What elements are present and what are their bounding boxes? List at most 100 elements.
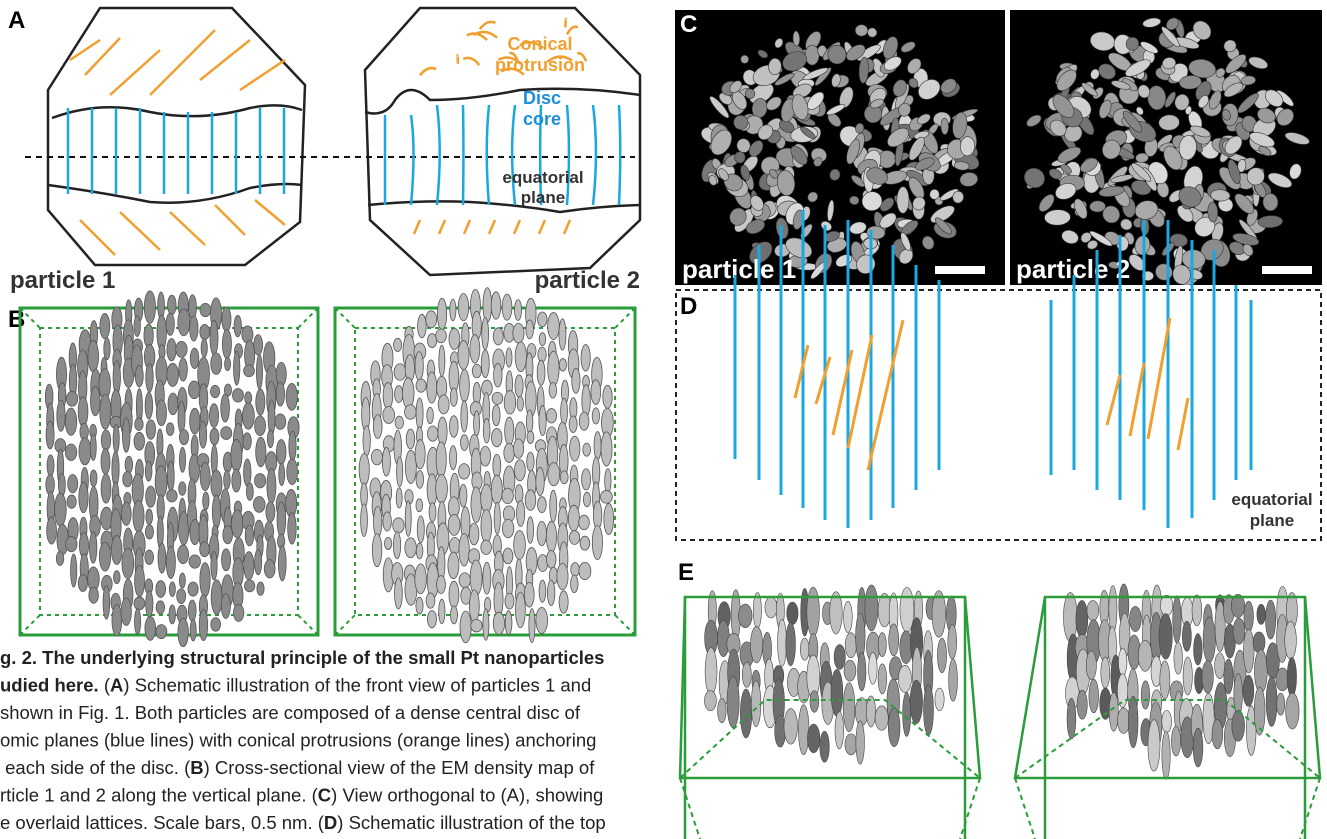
blob bbox=[222, 525, 233, 545]
blob bbox=[187, 599, 197, 622]
protrusion-line bbox=[419, 66, 437, 77]
blob bbox=[1231, 709, 1245, 742]
blob bbox=[578, 561, 592, 581]
blob bbox=[382, 406, 395, 424]
blob bbox=[1232, 617, 1246, 645]
blob bbox=[538, 332, 547, 347]
blob bbox=[266, 467, 277, 505]
blob bbox=[736, 138, 751, 153]
annotation: Conical protrusion bbox=[495, 34, 585, 75]
blob bbox=[546, 550, 557, 569]
blob bbox=[1080, 157, 1098, 173]
blob bbox=[948, 658, 958, 702]
blob bbox=[275, 381, 285, 407]
blob bbox=[1137, 84, 1151, 99]
blob bbox=[526, 409, 534, 435]
panel-label: D bbox=[680, 293, 697, 320]
blob bbox=[1108, 692, 1119, 732]
blob bbox=[923, 684, 934, 736]
blob bbox=[165, 422, 175, 436]
blob bbox=[603, 503, 615, 535]
blob bbox=[545, 520, 557, 553]
blob bbox=[744, 88, 756, 99]
blob bbox=[750, 626, 763, 664]
blob bbox=[769, 169, 779, 179]
lattice-line bbox=[435, 104, 441, 206]
blob bbox=[210, 384, 221, 399]
blob bbox=[813, 157, 823, 167]
blob bbox=[868, 652, 878, 685]
blob bbox=[1240, 75, 1256, 86]
blob bbox=[111, 604, 123, 637]
blob bbox=[558, 318, 567, 351]
blob bbox=[458, 463, 471, 480]
blob bbox=[1182, 656, 1193, 696]
blob bbox=[122, 471, 133, 488]
blob bbox=[1159, 660, 1171, 700]
lattice-line bbox=[538, 104, 543, 206]
blob bbox=[1142, 17, 1162, 28]
blob bbox=[232, 388, 244, 403]
blob bbox=[167, 294, 177, 316]
blob bbox=[157, 542, 167, 574]
blob bbox=[1066, 697, 1077, 740]
blob bbox=[1064, 124, 1083, 143]
blob bbox=[459, 434, 469, 451]
blob bbox=[222, 328, 232, 360]
blob bbox=[211, 494, 222, 529]
blob bbox=[242, 432, 252, 451]
blob bbox=[855, 24, 869, 37]
blob bbox=[844, 632, 857, 659]
blob bbox=[856, 44, 881, 61]
blob bbox=[1131, 180, 1152, 196]
blob bbox=[729, 80, 743, 94]
blob bbox=[1188, 59, 1216, 79]
caption: g. 2. The underlying structural principl… bbox=[0, 647, 606, 833]
scale-bar bbox=[935, 266, 985, 274]
blob bbox=[514, 299, 522, 321]
blob bbox=[244, 391, 253, 405]
blob bbox=[523, 581, 535, 608]
blob bbox=[254, 473, 267, 489]
blob bbox=[1243, 628, 1255, 674]
blob bbox=[209, 319, 219, 356]
blob bbox=[54, 492, 67, 527]
blob bbox=[882, 36, 899, 60]
blob bbox=[570, 562, 580, 577]
blob bbox=[748, 140, 764, 157]
blob bbox=[230, 439, 243, 473]
blob bbox=[458, 572, 471, 589]
blob bbox=[1024, 167, 1045, 188]
blob bbox=[940, 78, 957, 94]
blob bbox=[791, 94, 809, 120]
blob bbox=[785, 622, 796, 667]
blob bbox=[221, 306, 232, 332]
blob bbox=[1147, 719, 1161, 772]
blob bbox=[879, 212, 897, 229]
blob bbox=[790, 145, 808, 165]
blob bbox=[1102, 205, 1121, 224]
box bbox=[1013, 583, 1322, 839]
blob bbox=[45, 420, 55, 450]
blob bbox=[1128, 695, 1139, 749]
lattice-line bbox=[591, 104, 598, 206]
blob bbox=[1192, 20, 1212, 41]
blob bbox=[578, 514, 590, 531]
protrusion-line bbox=[412, 219, 422, 235]
blob bbox=[855, 720, 865, 765]
blob bbox=[535, 607, 548, 634]
blob bbox=[263, 559, 276, 579]
blob bbox=[435, 328, 447, 344]
blob bbox=[846, 138, 860, 165]
blob bbox=[276, 501, 287, 538]
blob bbox=[757, 49, 768, 59]
blob bbox=[909, 679, 923, 724]
blob bbox=[371, 533, 383, 568]
caption-text: e overlaid lattices. Scale bars, 0.5 nm.… bbox=[0, 812, 325, 833]
blob bbox=[867, 27, 878, 38]
blob bbox=[437, 416, 448, 447]
blob bbox=[1118, 648, 1128, 677]
blob bbox=[112, 424, 120, 454]
caption-line: g. 2. The underlying structural principl… bbox=[0, 647, 604, 668]
blob bbox=[1210, 189, 1231, 202]
